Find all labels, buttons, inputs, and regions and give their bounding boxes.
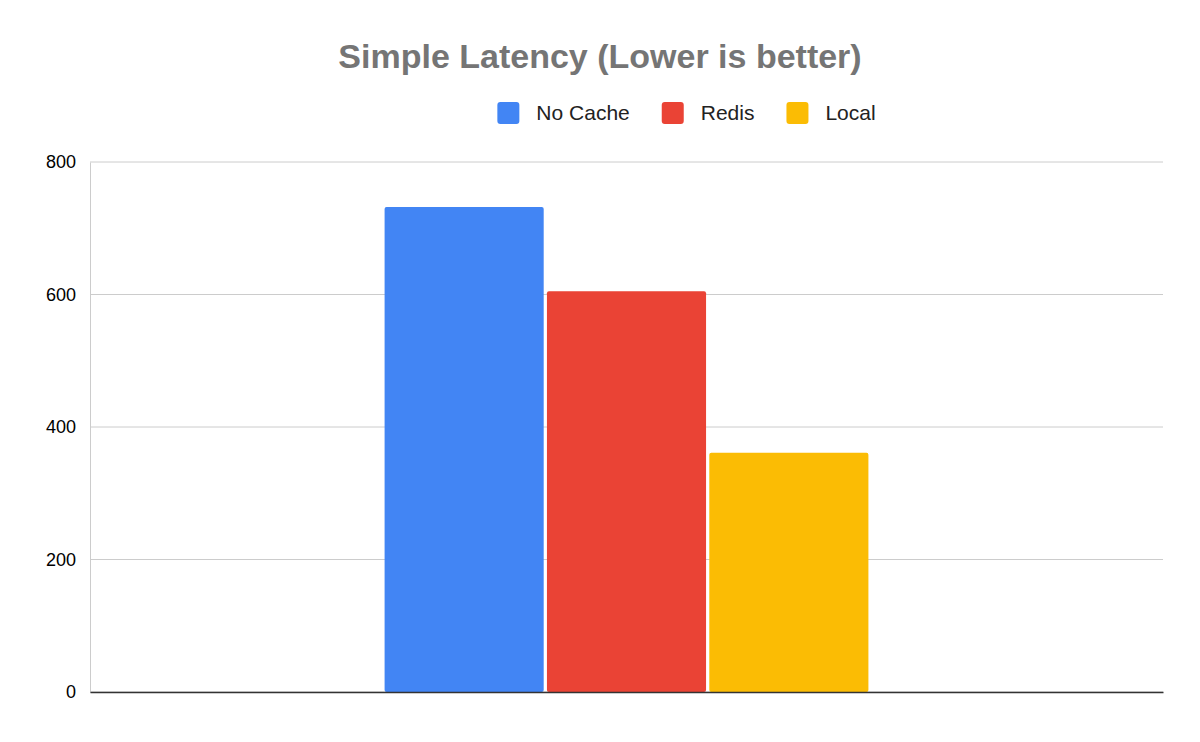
legend-swatch — [786, 102, 808, 124]
legend-swatch — [662, 102, 684, 124]
legend-label: Redis — [701, 101, 755, 124]
bar — [709, 453, 868, 692]
y-tick-label: 600 — [46, 285, 76, 305]
y-tick: 200 — [46, 550, 90, 570]
y-tick: 800 — [46, 152, 90, 172]
legend-item: Redis — [662, 101, 755, 124]
grid — [90, 162, 1163, 692]
grid-line — [90, 162, 1163, 163]
y-tick-label: 0 — [66, 682, 76, 702]
x-axis-line — [91, 692, 1164, 693]
bars — [385, 207, 869, 692]
y-axis: 0 200 400 600 800 — [46, 152, 91, 702]
y-tick: 600 — [46, 285, 90, 305]
y-tick: 0 — [66, 682, 90, 702]
title: Simple Latency (Lower is better) — [338, 37, 861, 75]
y-tick-label: 400 — [46, 417, 76, 437]
legend: No Cache Redis Local — [497, 101, 875, 124]
plot: 0 200 400 600 800 — [46, 152, 1164, 702]
chart: Simple Latency (Lower is better) 0 200 400 6… — [0, 0, 1200, 742]
legend-item: Local — [786, 101, 875, 124]
y-tick: 400 — [46, 417, 90, 437]
y-tick-label: 200 — [46, 550, 76, 570]
y-tick-label: 800 — [46, 152, 76, 172]
bar — [385, 207, 544, 692]
x-axis — [91, 692, 1164, 694]
y-axis-line — [90, 163, 91, 693]
bar — [547, 291, 706, 692]
legend-label: Local — [825, 101, 875, 124]
legend-label: No Cache — [536, 101, 629, 124]
legend-item: No Cache — [497, 101, 629, 124]
legend-swatch — [497, 102, 519, 124]
